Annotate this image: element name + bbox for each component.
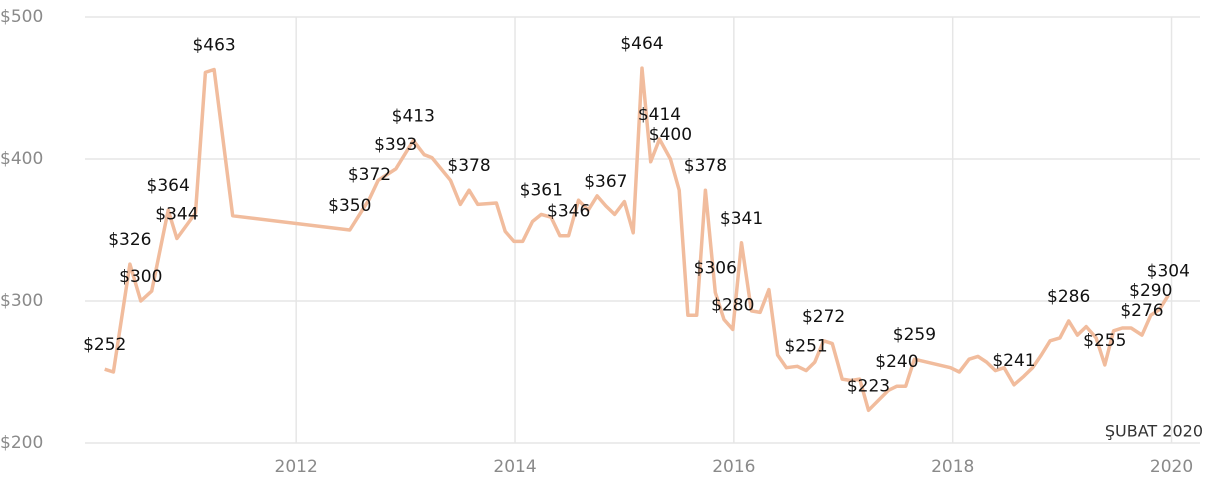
data-label: $463 [192, 36, 235, 56]
data-label: $306 [694, 258, 737, 278]
data-label: $252 [83, 335, 126, 355]
data-label: $344 [155, 205, 198, 225]
data-label: $372 [348, 165, 391, 185]
data-label: $223 [847, 376, 890, 396]
data-label: $413 [392, 107, 435, 127]
y-tick-label: $400 [0, 149, 43, 169]
data-label: $251 [784, 337, 827, 357]
data-label: $240 [875, 352, 918, 372]
x-tick-label: 2018 [931, 457, 974, 477]
data-label: $272 [802, 307, 845, 327]
data-label: $361 [520, 180, 563, 200]
data-label: $414 [638, 105, 681, 125]
data-label: $464 [620, 34, 663, 54]
data-label: $241 [992, 351, 1035, 371]
data-label: $286 [1047, 287, 1090, 307]
data-label: $326 [108, 230, 151, 250]
data-label: $341 [720, 209, 763, 229]
y-tick-label: $300 [0, 291, 43, 311]
data-label: $393 [374, 135, 417, 155]
data-label: $350 [328, 196, 371, 216]
data-label: $276 [1120, 301, 1163, 321]
line-series [104, 66, 1170, 413]
data-label: $346 [547, 202, 590, 222]
data-label: $378 [447, 156, 490, 176]
y-tick-label: $500 [0, 7, 43, 27]
x-tick-label: 2014 [493, 457, 536, 477]
data-label: $259 [893, 325, 936, 345]
data-label: $255 [1083, 331, 1126, 351]
data-label: $367 [584, 172, 627, 192]
data-label: $400 [649, 125, 692, 145]
data-label: $364 [147, 176, 190, 196]
x-tick-label: 2020 [1150, 457, 1193, 477]
annotation: ŞUBAT 2020 [1105, 422, 1203, 441]
data-label: $378 [684, 156, 727, 176]
data-label: $290 [1129, 281, 1172, 301]
data-label: $304 [1147, 261, 1190, 281]
data-label: $280 [711, 295, 754, 315]
data-label: $300 [119, 267, 162, 287]
y-tick-label: $200 [0, 433, 43, 453]
x-tick-label: 2012 [275, 457, 318, 477]
x-tick-label: 2016 [712, 457, 755, 477]
